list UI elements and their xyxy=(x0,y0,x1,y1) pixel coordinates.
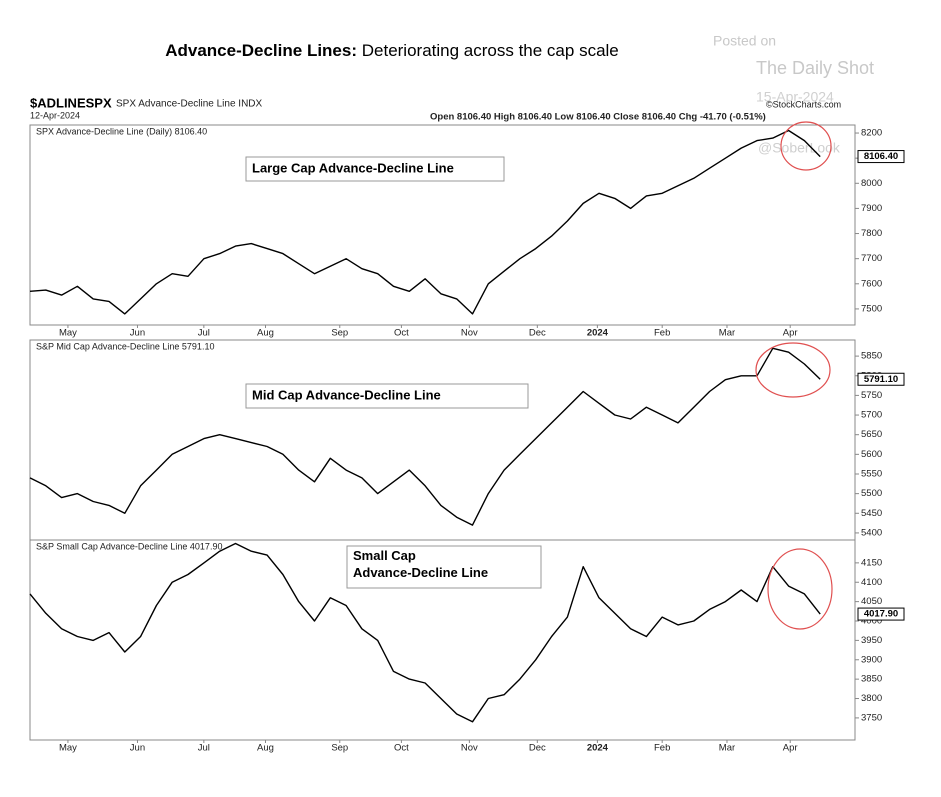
annotation: Small Cap Advance-Decline Line xyxy=(353,548,488,580)
y-tick-label: 5550 xyxy=(861,469,882,480)
y-tick-label: 5650 xyxy=(861,429,882,440)
x-tick-label: Jul xyxy=(198,328,210,339)
panel-title: SPX Advance-Decline Line (Daily) 8106.40 xyxy=(36,126,207,136)
x-tick-label: Oct xyxy=(394,743,409,754)
x-tick-label: Mar xyxy=(719,743,735,754)
y-tick-label: 5600 xyxy=(861,449,882,460)
y-tick-label: 3750 xyxy=(861,712,882,723)
y-tick-label: 7700 xyxy=(861,253,882,264)
annotation-box xyxy=(245,156,505,182)
watermark-source: The Daily Shot xyxy=(756,58,874,78)
x-tick-label: Mar xyxy=(719,328,735,339)
y-tick-label: 7800 xyxy=(861,228,882,239)
y-tick-label: 5750 xyxy=(861,390,882,401)
x-tick-label: Apr xyxy=(783,743,798,754)
y-tick-label: 5850 xyxy=(861,351,882,362)
watermark-date: 15-Apr-2024 xyxy=(756,89,834,105)
x-tick-label: 2024 xyxy=(587,743,609,754)
x-tick-label: May xyxy=(59,743,77,754)
y-tick-label: 8000 xyxy=(861,178,882,189)
x-tick-label: Sep xyxy=(331,743,348,754)
x-tick-label: Nov xyxy=(461,743,478,754)
x-tick-label: Apr xyxy=(783,328,798,339)
y-tick-label: 4150 xyxy=(861,557,882,568)
y-tick-label: 7900 xyxy=(861,203,882,214)
panel-frame xyxy=(29,124,856,326)
panel-title: S&P Small Cap Advance-Decline Line 4017.… xyxy=(36,541,222,551)
title-rest: Deteriorating across the cap scale xyxy=(362,41,619,60)
annotation: Large Cap Advance-Decline Line xyxy=(252,160,454,175)
x-tick-label: 2024 xyxy=(587,328,609,339)
x-tick-label: Nov xyxy=(461,328,478,339)
watermark-handle: @SoberLook xyxy=(758,140,841,156)
highlight-circle xyxy=(767,548,833,630)
y-tick-label: 7500 xyxy=(861,303,882,314)
x-tick-label: Feb xyxy=(654,328,670,339)
y-tick-label: 5450 xyxy=(861,508,882,519)
last-value-box xyxy=(857,607,905,621)
chart-title: Advance-Decline Lines: Deteriorating acr… xyxy=(165,41,619,60)
x-tick-label: Jul xyxy=(198,743,210,754)
last-value-label: 4017.90 xyxy=(864,609,898,620)
y-tick-label: 7600 xyxy=(861,278,882,289)
last-value-label: 8106.40 xyxy=(864,151,898,162)
last-value-box xyxy=(857,372,905,386)
symbol-name: SPX Advance-Decline Line INDX xyxy=(116,99,263,110)
header-date: 12-Apr-2024 xyxy=(30,110,80,120)
y-tick-label: 5400 xyxy=(861,527,882,538)
highlight-circle xyxy=(755,342,831,398)
watermark-posted: Posted on xyxy=(713,33,776,49)
x-tick-label: Jun xyxy=(130,743,145,754)
y-tick-label: 3900 xyxy=(861,654,882,665)
x-tick-label: Dec xyxy=(529,743,546,754)
title-bold: Advance-Decline Lines: xyxy=(165,41,357,60)
y-tick-label: 5500 xyxy=(861,488,882,499)
y-tick-label: 8200 xyxy=(861,128,882,139)
symbol: $ADLINESPX xyxy=(30,95,112,110)
y-tick-label: 4100 xyxy=(861,577,882,588)
highlight-circle xyxy=(780,121,832,171)
x-tick-label: Feb xyxy=(654,743,670,754)
line xyxy=(29,347,821,526)
panel-title: S&P Mid Cap Advance-Decline Line 5791.10 xyxy=(36,341,214,351)
last-value-label: 5791.10 xyxy=(864,374,898,385)
quote: Open 8106.40 High 8106.40 Low 8106.40 Cl… xyxy=(430,112,766,123)
y-tick-label: 5700 xyxy=(861,410,882,421)
y-tick-label: 3800 xyxy=(861,693,882,704)
y-tick-label: 4000 xyxy=(861,616,882,627)
credit: ©StockCharts.com xyxy=(766,99,841,109)
annotation-box xyxy=(245,383,529,409)
last-value-box xyxy=(857,150,905,164)
x-tick-label: Jun xyxy=(130,328,145,339)
y-tick-label: 3950 xyxy=(861,635,882,646)
x-tick-label: Oct xyxy=(394,328,409,339)
line xyxy=(29,129,821,315)
x-tick-label: Dec xyxy=(529,328,546,339)
annotation: Mid Cap Advance-Decline Line xyxy=(252,387,441,402)
x-tick-label: May xyxy=(59,328,77,339)
line xyxy=(29,542,821,723)
x-tick-label: Sep xyxy=(331,328,348,339)
panel-frame xyxy=(29,339,856,541)
x-tick-label: Aug xyxy=(257,743,274,754)
y-tick-label: 4050 xyxy=(861,596,882,607)
x-tick-label: Aug xyxy=(257,328,274,339)
panels: SPX Advance-Decline Line (Daily) 8106.40… xyxy=(29,124,905,754)
annotation-box xyxy=(346,545,542,589)
y-tick-label: 3850 xyxy=(861,674,882,685)
